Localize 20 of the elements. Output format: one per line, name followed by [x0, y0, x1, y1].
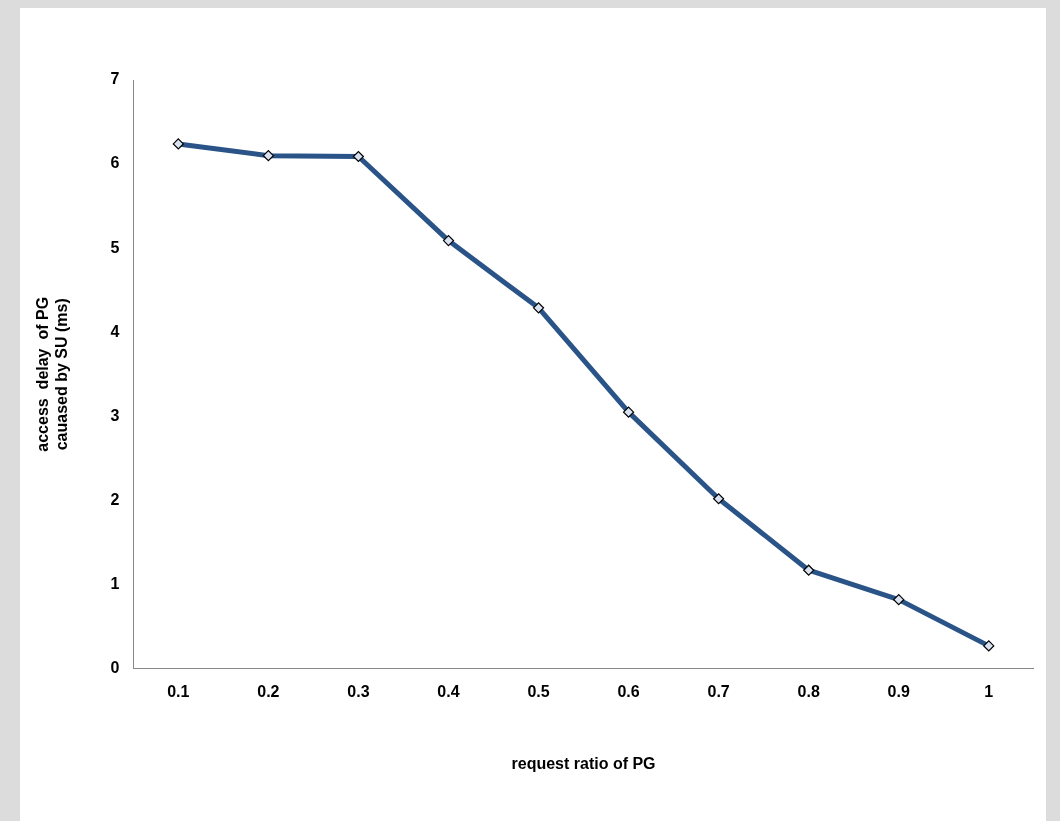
y-tick-label: 5	[110, 238, 120, 256]
y-axis-title: access delay of PG cauased by SU (ms)	[34, 296, 71, 452]
x-tick-label: 0.2	[257, 682, 280, 700]
x-tick-label: 0.8	[797, 682, 820, 700]
x-tick-label: 0.3	[347, 682, 370, 700]
y-tick-label: 4	[110, 322, 120, 340]
x-tick-label: 0.4	[437, 682, 460, 700]
y-tick-label: 7	[110, 70, 120, 88]
x-tick-label: 0.7	[707, 682, 730, 700]
y-tick-label: 1	[110, 574, 120, 592]
x-tick-label: 1	[984, 682, 994, 700]
y-tick-label: 6	[110, 154, 120, 172]
y-tick-label: 2	[110, 490, 120, 508]
y-tick-label: 3	[110, 406, 120, 424]
x-axis-title: request ratio of PG	[511, 754, 656, 772]
x-tick-label: 0.6	[617, 682, 640, 700]
x-tick-label: 0.9	[887, 682, 910, 700]
y-tick-label: 0	[110, 659, 120, 677]
x-tick-label: 0.1	[167, 682, 190, 700]
x-tick-label: 0.5	[527, 682, 550, 700]
